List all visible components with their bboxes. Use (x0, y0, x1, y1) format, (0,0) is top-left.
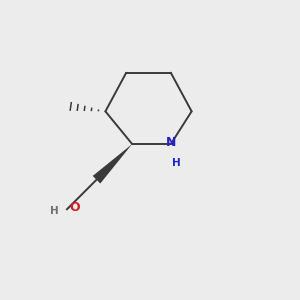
Text: O: O (69, 202, 80, 214)
Polygon shape (93, 144, 132, 184)
Text: N: N (166, 136, 176, 149)
Text: H: H (50, 206, 59, 216)
Text: H: H (172, 158, 181, 168)
